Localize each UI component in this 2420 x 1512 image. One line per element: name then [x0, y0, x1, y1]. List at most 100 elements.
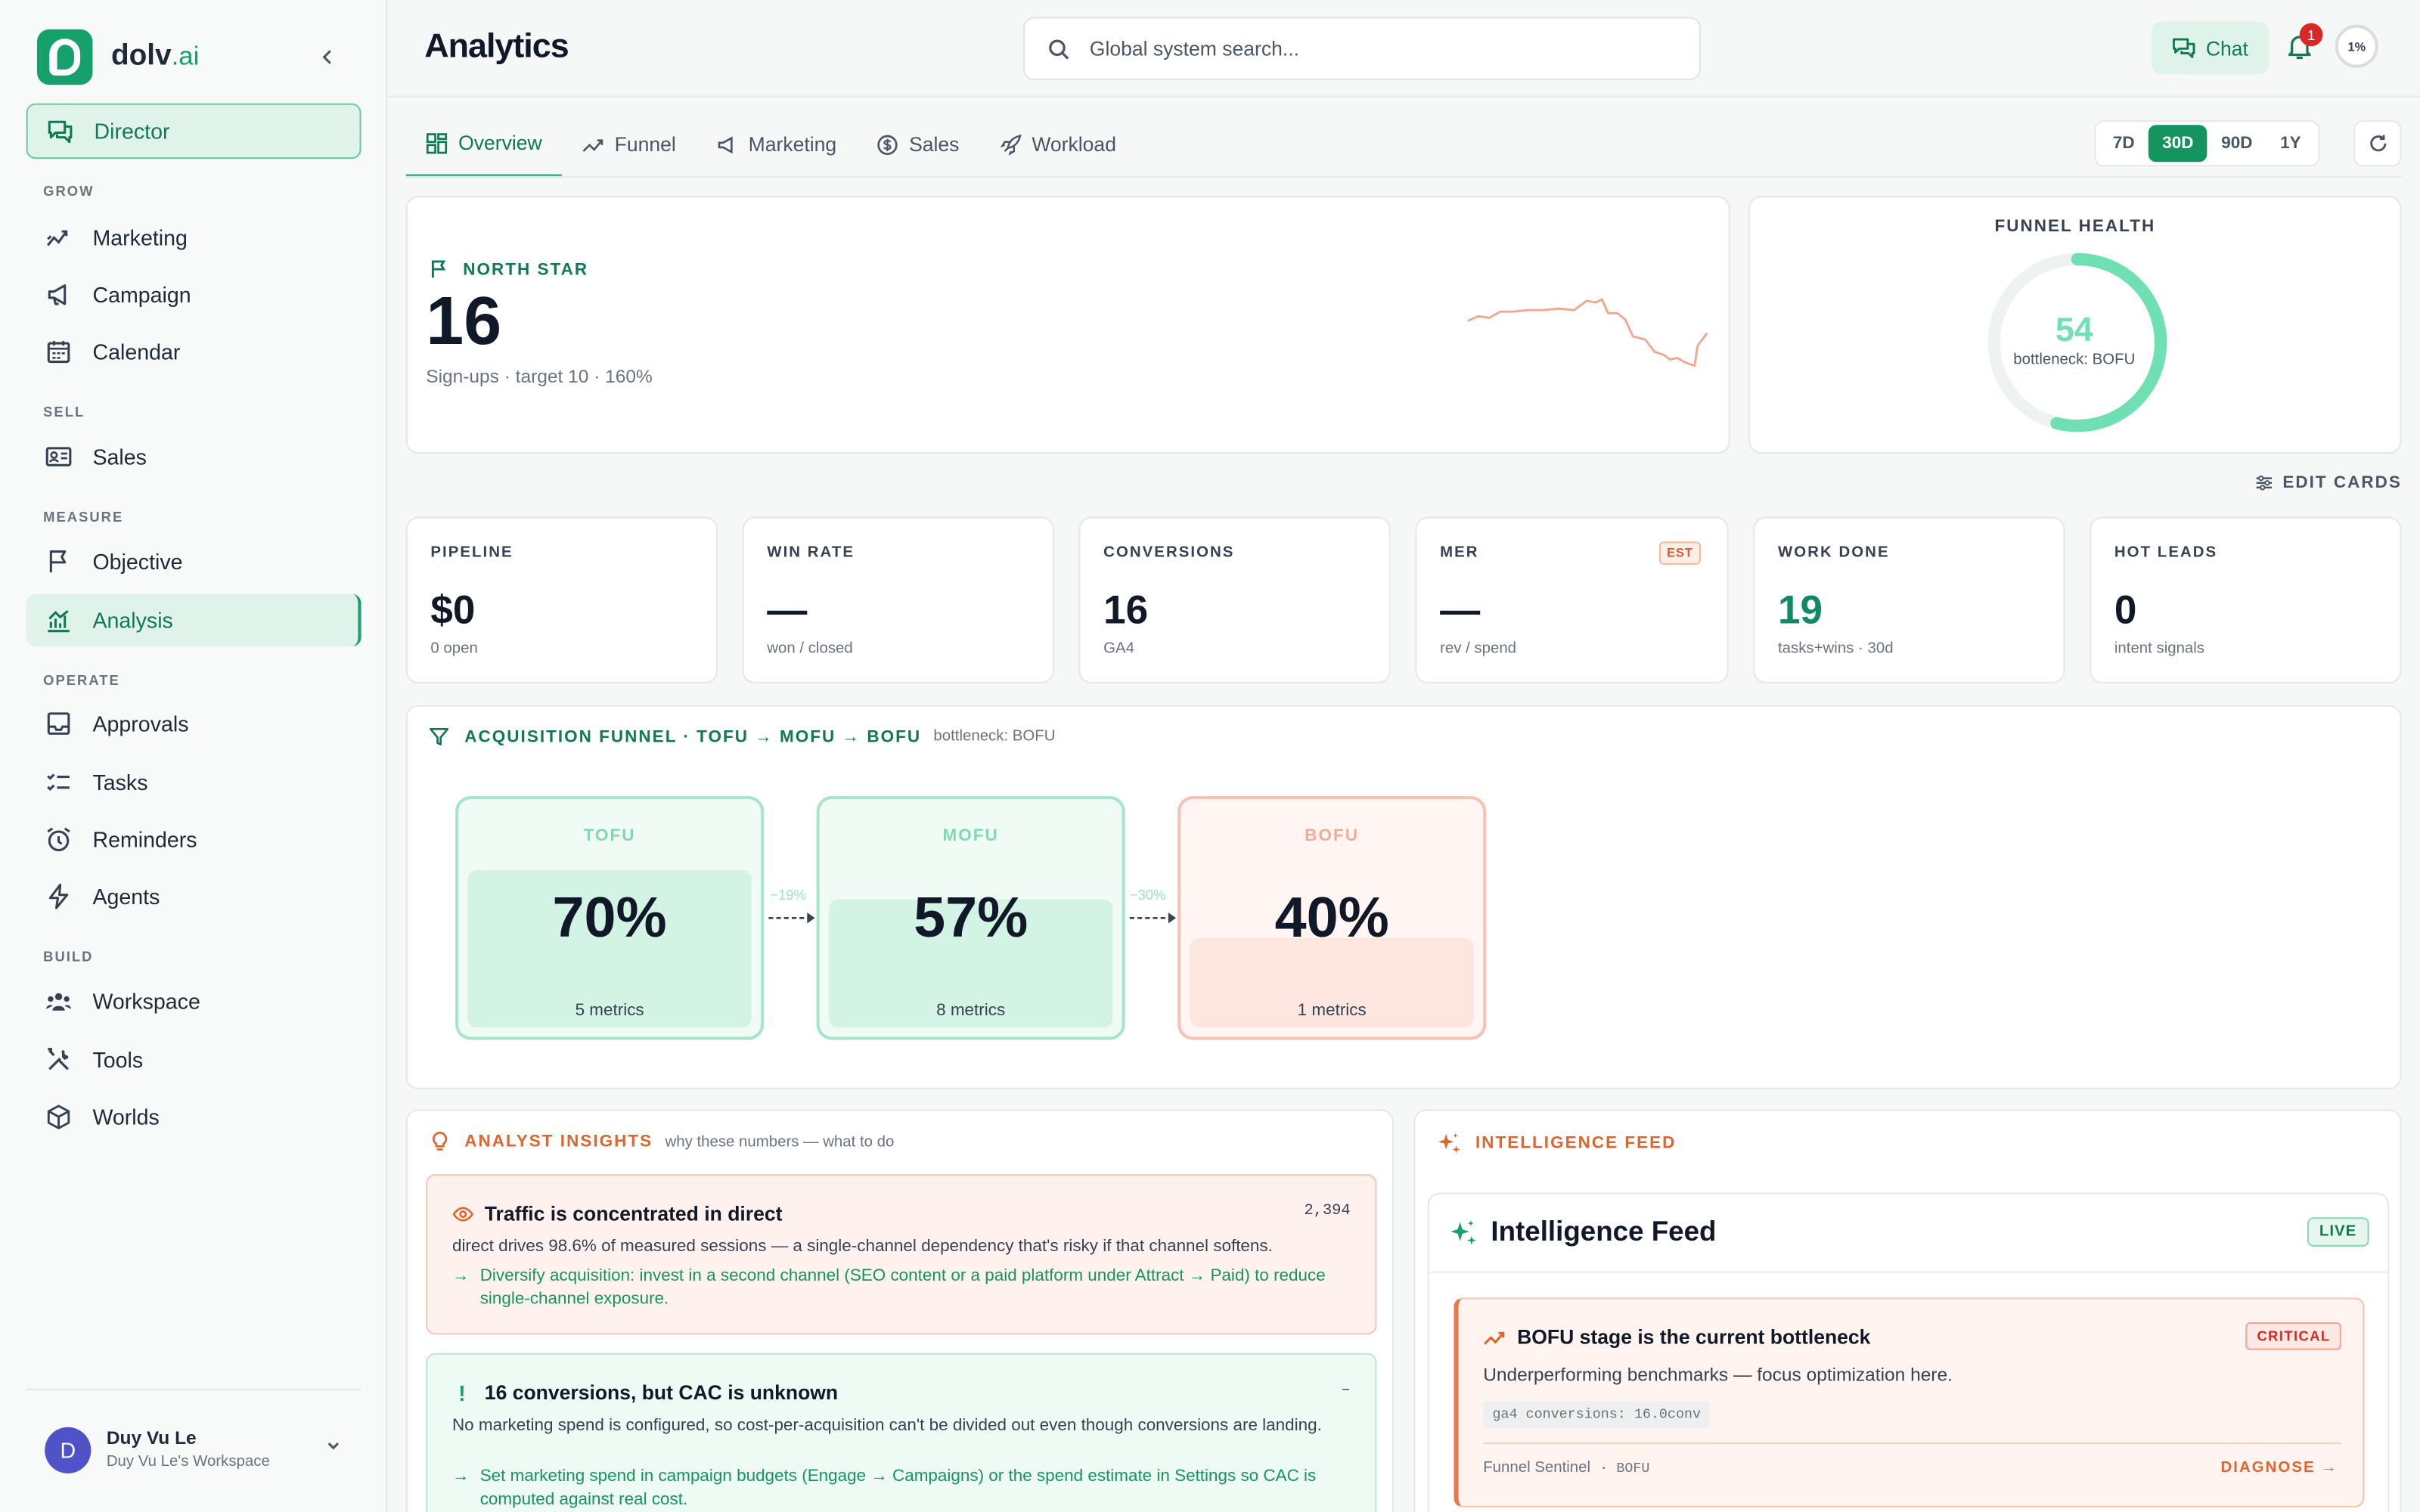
kpi-value: —: [1440, 586, 1481, 633]
trend-icon: [47, 230, 68, 246]
funnel-health-card[interactable]: FUNNEL HEALTH 54 bottleneck: BOFU: [1748, 196, 2402, 454]
alert-source-name: Funnel Sentinel: [1483, 1459, 1591, 1477]
arrow-right-icon: [1129, 912, 1177, 924]
search-input[interactable]: Global system search...: [1023, 17, 1701, 81]
sparkles-icon: [1450, 1219, 1477, 1244]
chat-button[interactable]: Chat: [2151, 21, 2269, 74]
exclamation-icon: !: [458, 1380, 466, 1406]
arrow-right-icon: [768, 912, 815, 924]
sidebar-item-workspace[interactable]: Workspace: [26, 975, 361, 1027]
sidebar-item-reminders[interactable]: Reminders: [26, 813, 361, 866]
kpi-pipeline-card[interactable]: PIPELINE $0 0 open: [405, 516, 718, 684]
tab-funnel[interactable]: Funnel: [562, 111, 696, 178]
range-1y[interactable]: 1Y: [2280, 134, 2301, 153]
sidebar-item-campaign[interactable]: Campaign: [26, 268, 361, 321]
severity-badge: CRITICAL: [2246, 1321, 2341, 1350]
insight-action[interactable]: Diversify acquisition: invest in a secon…: [452, 1265, 1355, 1311]
sidebar-item-analysis[interactable]: Analysis: [26, 593, 361, 647]
range-7d[interactable]: 7D: [2112, 134, 2135, 153]
insight-number: 2,394: [1304, 1203, 1351, 1221]
rocket-icon: [999, 133, 1021, 155]
sidebar-item-calendar[interactable]: Calendar: [26, 326, 361, 378]
kpi-conversions-card[interactable]: CONVERSIONS 16 GA4: [1078, 516, 1391, 684]
user-workspace: Duy Vu Le's Workspace: [106, 1453, 270, 1470]
sidebar-item-objective[interactable]: Objective: [26, 535, 361, 587]
tab-divider: [405, 175, 2402, 178]
search-placeholder: Global system search...: [1089, 36, 1300, 60]
section-sell: SELL: [43, 404, 85, 420]
stage-name: BOFU: [1305, 826, 1360, 846]
date-range-selector: 7D 30D 90D 1Y: [2094, 120, 2320, 167]
sidebar-item-worlds[interactable]: Worlds: [26, 1091, 361, 1143]
tab-marketing[interactable]: Marketing: [696, 111, 856, 178]
section-grow: GROW: [43, 183, 95, 200]
stage-fill: [828, 899, 1113, 1028]
live-badge: LIVE: [2307, 1217, 2369, 1247]
sidebar-item-tasks[interactable]: Tasks: [26, 756, 361, 808]
funnel-stage-mofu[interactable]: MOFU 57% 8 metrics: [816, 796, 1125, 1040]
sidebar-item-agents[interactable]: Agents: [26, 870, 361, 922]
tab-bar: Overview Funnel Marketing Sales Workload: [405, 111, 1137, 178]
megaphone-icon: [48, 284, 67, 305]
sidebar-item-label: Workspace: [92, 989, 200, 1014]
trend-icon: [582, 138, 603, 151]
tab-label: Marketing: [748, 132, 837, 156]
refresh-button[interactable]: [2353, 120, 2402, 167]
tab-overview[interactable]: Overview: [405, 111, 563, 178]
section-measure: MEASURE: [43, 509, 124, 525]
nav-director[interactable]: Director: [26, 103, 361, 160]
feed-title-text: INTELLIGENCE FEED: [1475, 1133, 1677, 1153]
kpi-work-done-card[interactable]: WORK DONE 19 tasks+wins · 30d: [1753, 516, 2065, 684]
insight-item[interactable]: ! 16 conversions, but CAC is unknown – N…: [426, 1352, 1377, 1512]
sidebar-item-sales[interactable]: Sales: [26, 430, 361, 482]
megaphone-icon: [718, 135, 733, 153]
chevron-down-icon[interactable]: [324, 1436, 343, 1460]
tab-sales[interactable]: Sales: [857, 111, 979, 178]
stage-value: 40%: [1274, 885, 1389, 950]
feed-alert[interactable]: BOFU stage is the current bottleneck CRI…: [1454, 1297, 2365, 1507]
kpi-mer-card[interactable]: MER EST — rev / spend: [1415, 516, 1729, 684]
logo-icon: [36, 29, 93, 85]
north-star-card[interactable]: NORTH STAR 16 Sign-ups · target 10 · 160…: [405, 196, 1730, 454]
range-30d[interactable]: 30D: [2148, 125, 2207, 163]
main-content: Analytics Global system search... Chat 1…: [387, 0, 2420, 1512]
north-star-title: NORTH STAR: [463, 259, 589, 279]
sidebar-item-label: Tasks: [92, 770, 148, 795]
sidebar-item-label: Tools: [92, 1047, 144, 1073]
sidebar-item-marketing[interactable]: Marketing: [26, 212, 361, 264]
feed-divider: [1429, 1271, 2388, 1273]
stage-value: 57%: [914, 885, 1028, 950]
range-90d[interactable]: 90D: [2221, 134, 2253, 153]
feed-title: INTELLIGENCE FEED: [1437, 1131, 1676, 1156]
stage-metrics: 8 metrics: [936, 1001, 1006, 1020]
funnel-stage-bofu[interactable]: BOFU 40% 1 metrics: [1177, 796, 1487, 1040]
kpi-subtitle: won / closed: [767, 640, 853, 658]
north-star-label: NORTH STAR: [429, 259, 588, 280]
sidebar-item-tools[interactable]: Tools: [26, 1033, 361, 1086]
insight-item[interactable]: Traffic is concentrated in direct 2,394 …: [426, 1174, 1377, 1335]
kpi-win-rate-card[interactable]: WIN RATE — won / closed: [742, 516, 1054, 684]
user-menu[interactable]: D Duy Vu Le Duy Vu Le's Workspace: [26, 1388, 361, 1473]
feed-heading: Intelligence Feed: [1447, 1216, 1716, 1248]
alert-code: ga4 conversions: 16.0conv: [1483, 1401, 1711, 1429]
collapse-sidebar-icon[interactable]: [318, 46, 336, 71]
kpi-hot-leads-card[interactable]: HOT LEADS 0 intent signals: [2090, 516, 2402, 684]
chat-button-label: Chat: [2205, 36, 2248, 60]
tab-workload[interactable]: Workload: [979, 111, 1137, 178]
sidebar-item-label: Approvals: [92, 711, 189, 736]
sparkles-icon: [1438, 1132, 1460, 1154]
edit-cards-button[interactable]: EDIT CARDS: [2255, 474, 2402, 492]
trend-up-icon: [1484, 1331, 1505, 1345]
diagnose-button[interactable]: DIAGNOSE →: [2220, 1459, 2338, 1477]
checklist-icon: [47, 773, 70, 792]
funnel-health-gauge: [1987, 253, 2167, 432]
eye-icon: [452, 1207, 474, 1222]
analyst-insights-card: ANALYST INSIGHTS why these numbers — wha…: [405, 1109, 1394, 1512]
kpi-label: WORK DONE: [1778, 544, 1890, 562]
section-build: BUILD: [43, 949, 94, 965]
brand[interactable]: dolv.ai: [36, 29, 199, 85]
insight-action[interactable]: Set marketing spend in campaign budgets …: [452, 1466, 1355, 1512]
funnel-stage-tofu[interactable]: TOFU 70% 5 metrics: [455, 796, 765, 1040]
sidebar-item-approvals[interactable]: Approvals: [26, 697, 361, 749]
progress-indicator[interactable]: 1%: [2335, 24, 2378, 68]
